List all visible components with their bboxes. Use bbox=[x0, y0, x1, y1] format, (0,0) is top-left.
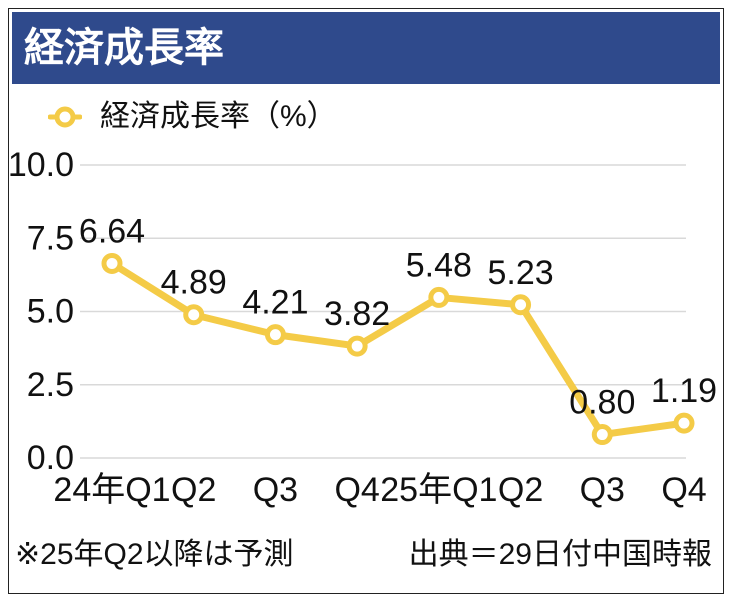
y-tick-label: 2.5 bbox=[27, 366, 74, 404]
legend-circle-marker bbox=[54, 106, 76, 128]
x-tick-label: 24年Q1 bbox=[53, 471, 170, 509]
data-point-marker bbox=[264, 324, 286, 346]
chart-title: 経済成長率 bbox=[24, 25, 224, 71]
x-tick-label: Q4 bbox=[661, 471, 706, 509]
x-tick-label: Q4 bbox=[334, 471, 379, 509]
data-label: 0.80 bbox=[569, 384, 635, 422]
y-tick-label: 0.0 bbox=[27, 439, 74, 477]
chart-header: 経済成長率 bbox=[12, 12, 720, 84]
data-label: 3.82 bbox=[324, 295, 390, 333]
data-point-marker bbox=[591, 424, 613, 446]
y-tick-label: 10.0 bbox=[8, 146, 74, 184]
forecast-note: ※25年Q2以降は予測 bbox=[15, 538, 294, 571]
data-label: 5.23 bbox=[487, 254, 553, 292]
legend-label: 経済成長率（%） bbox=[100, 100, 337, 133]
data-label: 6.64 bbox=[79, 212, 145, 250]
y-tick-label: 7.5 bbox=[27, 219, 74, 257]
data-label: 4.89 bbox=[161, 264, 227, 302]
data-point-marker bbox=[346, 335, 368, 357]
data-point-marker bbox=[183, 304, 205, 326]
x-tick-label: Q3 bbox=[253, 471, 298, 509]
x-tick-label: Q3 bbox=[580, 471, 625, 509]
source-credit: 出典＝29日付中国時報 bbox=[408, 538, 712, 571]
x-tick-label: 25年Q1 bbox=[380, 471, 497, 509]
data-label: 5.48 bbox=[406, 246, 472, 284]
data-point-marker bbox=[428, 286, 450, 308]
data-point-marker bbox=[510, 294, 532, 316]
legend: 経済成長率（%） bbox=[48, 100, 337, 134]
data-point-marker bbox=[673, 412, 695, 434]
x-tick-label: Q2 bbox=[171, 471, 216, 509]
data-label: 1.19 bbox=[651, 372, 717, 410]
series-line bbox=[108, 259, 688, 439]
data-point-marker bbox=[101, 252, 123, 274]
legend-line-marker-icon bbox=[48, 106, 82, 128]
chart-frame bbox=[8, 8, 724, 594]
x-tick-label: Q2 bbox=[498, 471, 543, 509]
y-tick-label: 5.0 bbox=[27, 293, 74, 331]
data-label: 4.21 bbox=[242, 284, 308, 322]
